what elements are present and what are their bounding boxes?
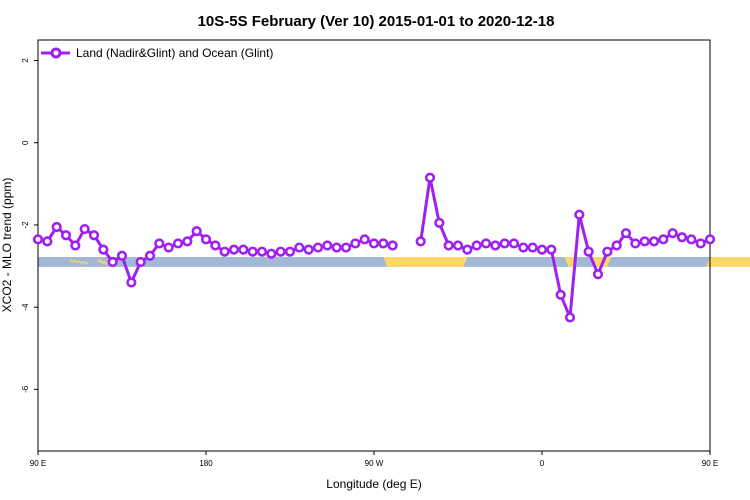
data-point bbox=[116, 250, 128, 261]
data-point bbox=[88, 230, 100, 241]
y-tick-label: -4 bbox=[21, 303, 30, 311]
data-point bbox=[592, 269, 604, 280]
data-point bbox=[676, 232, 688, 243]
data-point bbox=[126, 277, 137, 288]
data-point bbox=[219, 246, 230, 257]
legend-marker bbox=[50, 47, 62, 59]
data-point bbox=[490, 240, 501, 251]
data-point bbox=[98, 244, 109, 255]
data-point bbox=[695, 238, 706, 249]
y-axis-label: XCO2 - MLO trend (ppm) bbox=[0, 178, 14, 313]
data-point bbox=[303, 244, 314, 255]
data-point bbox=[266, 248, 277, 259]
data-point bbox=[667, 228, 678, 239]
series-layer bbox=[32, 172, 716, 323]
data-point bbox=[154, 238, 165, 249]
data-point bbox=[536, 244, 548, 255]
data-point bbox=[518, 242, 529, 253]
x-tick-label: 0 bbox=[540, 459, 545, 468]
data-point bbox=[182, 236, 193, 247]
data-point bbox=[378, 238, 389, 249]
land-segment bbox=[383, 257, 468, 267]
y-tick-label: -2 bbox=[21, 221, 30, 229]
data-point bbox=[462, 244, 473, 255]
legend-label: Land (Nadir&Glint) and Ocean (Glint) bbox=[76, 46, 273, 60]
data-point bbox=[443, 240, 454, 251]
island-chain bbox=[741, 258, 750, 263]
data-point bbox=[387, 240, 398, 251]
data-point bbox=[415, 236, 426, 247]
data-point bbox=[107, 256, 118, 268]
x-axis-label: Longitude (deg E) bbox=[326, 477, 421, 491]
data-point bbox=[210, 240, 221, 251]
data-point bbox=[452, 240, 464, 251]
data-point bbox=[611, 240, 622, 251]
y-tick-label: -6 bbox=[21, 385, 30, 393]
data-point bbox=[583, 246, 594, 257]
x-axis: 90 E 180 90 W 0 90 E bbox=[30, 451, 718, 468]
legend: Land (Nadir&Glint) and Ocean (Glint) bbox=[41, 46, 273, 60]
ocean-band bbox=[38, 257, 710, 267]
data-point bbox=[256, 246, 268, 257]
data-point bbox=[564, 312, 576, 323]
data-point bbox=[51, 221, 62, 233]
x-tick-label: 180 bbox=[199, 459, 213, 468]
data-point bbox=[434, 217, 445, 228]
x-tick-label: 90 W bbox=[365, 459, 384, 468]
x-tick-label: 90 E bbox=[30, 459, 46, 468]
data-point bbox=[639, 236, 650, 247]
data-point bbox=[294, 242, 305, 253]
data-point bbox=[238, 244, 249, 255]
island-chain bbox=[97, 259, 108, 266]
data-point bbox=[200, 234, 212, 245]
data-point bbox=[312, 242, 324, 253]
data-point bbox=[471, 240, 482, 251]
data-point bbox=[350, 238, 361, 249]
chart-title: 10S-5S February (Ver 10) 2015-01-01 to 2… bbox=[198, 13, 555, 30]
data-point bbox=[60, 230, 72, 241]
data-point bbox=[322, 240, 333, 251]
data-point bbox=[424, 172, 436, 183]
y-tick-label: 2 bbox=[21, 58, 30, 63]
land-segment bbox=[706, 257, 750, 267]
data-point bbox=[686, 234, 697, 245]
data-point bbox=[163, 242, 174, 253]
data-point bbox=[32, 234, 44, 245]
data-point bbox=[70, 240, 81, 251]
data-point bbox=[144, 250, 156, 261]
data-point bbox=[275, 246, 286, 257]
data-point bbox=[42, 236, 53, 247]
x-tick-label: 90 E bbox=[702, 459, 718, 468]
data-point bbox=[508, 238, 520, 249]
data-point bbox=[284, 246, 296, 257]
data-point bbox=[620, 228, 632, 239]
data-point bbox=[172, 238, 184, 249]
data-point bbox=[191, 226, 202, 237]
data-point bbox=[648, 236, 660, 247]
data-point bbox=[574, 209, 585, 220]
data-point bbox=[658, 234, 669, 245]
data-point bbox=[602, 246, 613, 257]
data-point bbox=[331, 242, 342, 253]
data-point bbox=[228, 244, 240, 255]
data-point bbox=[368, 238, 380, 249]
data-point bbox=[135, 256, 146, 268]
data-point bbox=[79, 223, 90, 235]
data-point bbox=[546, 244, 557, 255]
data-point bbox=[555, 289, 566, 300]
data-point bbox=[704, 234, 716, 245]
data-point bbox=[480, 238, 492, 249]
y-tick-label: 0 bbox=[21, 140, 30, 145]
y-axis: 2 0 -2 -4 -6 bbox=[21, 58, 38, 393]
data-point bbox=[359, 234, 370, 245]
data-point bbox=[630, 238, 641, 249]
data-point bbox=[527, 242, 538, 253]
data-point bbox=[247, 246, 258, 257]
data-point bbox=[499, 238, 510, 249]
data-point bbox=[340, 242, 352, 253]
island-chain bbox=[69, 259, 89, 265]
